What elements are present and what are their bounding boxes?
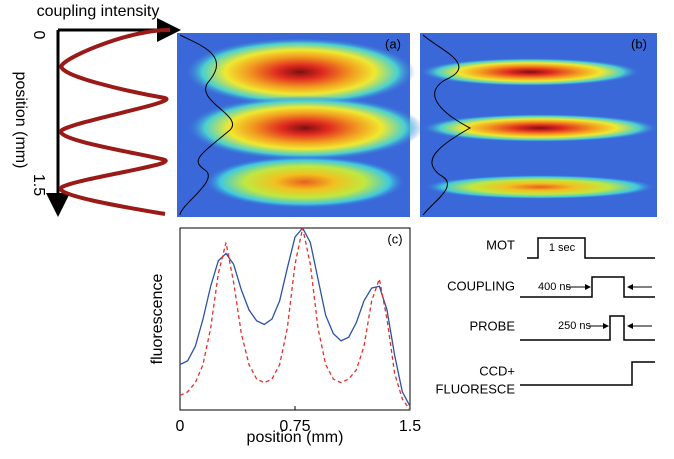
coupling-title: coupling intensity: [37, 3, 160, 20]
figure: coupling intensity 0 position (mm) 1.5 (…: [0, 0, 674, 459]
data-line: [180, 228, 410, 410]
x-tick-label: 0: [176, 418, 185, 435]
timing-trace: [520, 362, 655, 385]
coupling-curve: [61, 30, 170, 214]
data-line: [180, 228, 410, 406]
atom-cloud: [425, 175, 655, 199]
atom-cloud: [205, 156, 405, 208]
x-tick-label: 1.5: [399, 418, 421, 435]
timing-diagram: MOT 1 sec COUPLING 400 ns PROBE 250 ns C…: [436, 237, 655, 396]
timing-label: MOT: [486, 237, 515, 252]
timing-label: FLUORESCE: [436, 381, 516, 396]
duration-label: 250 ns: [558, 320, 592, 332]
image-a: (a): [177, 33, 423, 217]
duration-label: 1 sec: [549, 242, 576, 254]
atom-cloud: [187, 96, 423, 160]
timing-trace: [527, 238, 655, 258]
x-tick-label: 0.75: [279, 418, 310, 435]
atom-cloud: [185, 38, 415, 106]
atom-cloud: [420, 58, 640, 86]
y-axis-label: fluorescence: [149, 274, 166, 365]
axis-label: position (mm): [12, 72, 29, 169]
timing-label: CCD+: [479, 363, 515, 378]
image-b: (b): [420, 33, 658, 217]
panel-label: (b): [631, 36, 647, 51]
tick-label: 1.5: [30, 174, 47, 196]
timing-label: COUPLING: [447, 278, 515, 293]
tick-label: 0: [30, 31, 47, 40]
panel-label: (a): [385, 36, 401, 51]
plot-frame: [180, 228, 410, 410]
panel-label: (c): [387, 231, 402, 246]
atom-cloud: [422, 114, 658, 142]
coupling-panel: coupling intensity 0 position (mm) 1.5: [12, 3, 178, 214]
timing-label: PROBE: [469, 318, 515, 333]
